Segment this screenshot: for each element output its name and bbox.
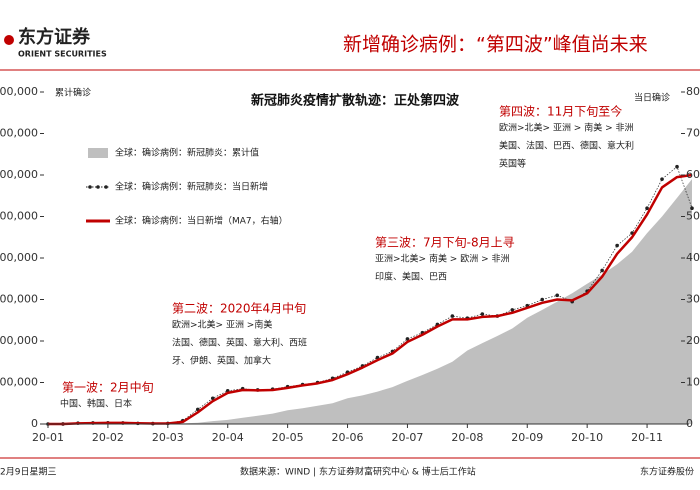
daily-point xyxy=(600,268,604,273)
daily-point xyxy=(405,337,410,341)
daily-point xyxy=(645,206,649,210)
y-tick-label: 30,000,000 xyxy=(0,293,38,306)
annotation-line: 印度、美国、巴西 xyxy=(375,271,447,283)
y2-tick-label: 600,000 xyxy=(686,168,700,181)
daily-point xyxy=(450,314,455,318)
footer-date: 2月9日星期三 xyxy=(0,467,56,478)
annotation-title: 第一波：2月中旬 xyxy=(62,380,154,395)
chart-title: 新冠肺炎疫情扩散轨迹：正处第四波 xyxy=(251,93,460,109)
y2-axis-label: 当日确诊 xyxy=(634,92,670,104)
legend-swatch xyxy=(104,185,108,189)
x-tick-label: 20-11 xyxy=(631,431,663,444)
y-tick-label: 0 xyxy=(31,417,38,430)
y2-tick-label: 500,000 xyxy=(686,210,700,223)
y-axis-label: 累计确诊 xyxy=(55,87,91,99)
legend-label: 全球：确诊病例：新冠肺炎：当日新增 xyxy=(115,181,268,193)
y2-tick-label: 400,000 xyxy=(686,251,700,264)
y2-tick-label: 300,000 xyxy=(686,293,700,306)
annotation-line: 欧洲>北美> 亚洲 >南美 xyxy=(172,319,272,331)
y-tick-label: 20,000,000 xyxy=(0,334,38,347)
slide-title: 新增确诊病例：“第四波”峰值尚未来 xyxy=(343,34,648,56)
daily-point xyxy=(615,243,619,248)
daily-line xyxy=(47,166,693,425)
x-tick-label: 20-08 xyxy=(451,431,483,444)
x-tick-label: 20-01 xyxy=(32,431,64,444)
x-tick-label: 20-03 xyxy=(152,431,184,444)
cumulative-area xyxy=(48,179,692,424)
footer-source: 数据来源：WIND | 东方证券财富研究中心 & 博士后工作站 xyxy=(240,466,476,478)
daily-point xyxy=(690,206,694,210)
daily-point xyxy=(210,396,215,401)
annotation-line: 亚洲>北美> 南美 > 欧洲 > 非洲 xyxy=(375,253,509,265)
y2-tick-label: 200,000 xyxy=(686,334,700,347)
y2-tick-label: 700,000 xyxy=(686,127,700,140)
y-tick-label: 70,000,000 xyxy=(0,127,38,140)
y2-tick-label: 100,000 xyxy=(686,376,700,389)
y-tick-label: 80,000,000 xyxy=(0,85,38,98)
annotation-line: 欧洲>北美> 亚洲 > 南美 > 非洲 xyxy=(499,122,633,134)
x-tick-label: 20-02 xyxy=(92,431,124,444)
annotation-title: 第三波：7月下旬-8月上寻 xyxy=(375,236,515,250)
annotation-line: 美国、法国、巴西、德国、意大利 xyxy=(499,140,634,152)
legend-label: 全球：确诊病例：当日新增（MA7，右轴） xyxy=(115,215,288,227)
annotation-line: 牙、伊朗、英国、加拿大 xyxy=(172,355,271,367)
x-tick-label: 20-07 xyxy=(391,431,423,444)
daily-point xyxy=(480,312,485,316)
y-tick-label: 40,000,000 xyxy=(0,251,38,264)
x-tick-label: 20-05 xyxy=(272,431,304,444)
daily-point xyxy=(510,308,515,312)
logo-icon xyxy=(4,35,14,45)
legend-swatch xyxy=(96,185,100,189)
annotation-title: 第二波：2020年4月中旬 xyxy=(172,301,306,316)
logo-cn: 东方证券 xyxy=(18,26,91,48)
x-tick-label: 20-04 xyxy=(212,431,244,444)
daily-point xyxy=(540,297,545,302)
y-tick-label: 10,000,000 xyxy=(0,376,38,389)
x-tick-label: 20-10 xyxy=(571,431,603,444)
annotation-line: 法国、德国、英国、意大利、西班 xyxy=(172,337,307,349)
annotation-line: 中国、韩国、日本 xyxy=(60,398,132,410)
y-tick-label: 50,000,000 xyxy=(0,210,38,223)
footer-brand: 东方证券股份 xyxy=(640,466,694,478)
x-tick-label: 20-09 xyxy=(511,431,543,444)
legend-swatch xyxy=(88,148,108,158)
daily-point xyxy=(675,164,679,169)
y2-tick-label: 800,000 xyxy=(686,85,700,98)
y2-tick-label: 0 xyxy=(686,417,693,430)
logo-en: ORIENT SECURITIES xyxy=(18,50,107,59)
y-tick-label: 60,000,000 xyxy=(0,168,38,181)
annotation-title: 第四波：11月下旬至今 xyxy=(499,104,622,119)
legend-swatch xyxy=(88,185,92,189)
daily-point xyxy=(660,177,664,181)
daily-point xyxy=(555,293,560,298)
legend-label: 全球：确诊病例：新冠肺炎：累计值 xyxy=(115,147,259,159)
ma7-line xyxy=(48,173,693,426)
annotation-line: 英国等 xyxy=(499,158,526,170)
x-tick-label: 20-06 xyxy=(332,431,364,444)
